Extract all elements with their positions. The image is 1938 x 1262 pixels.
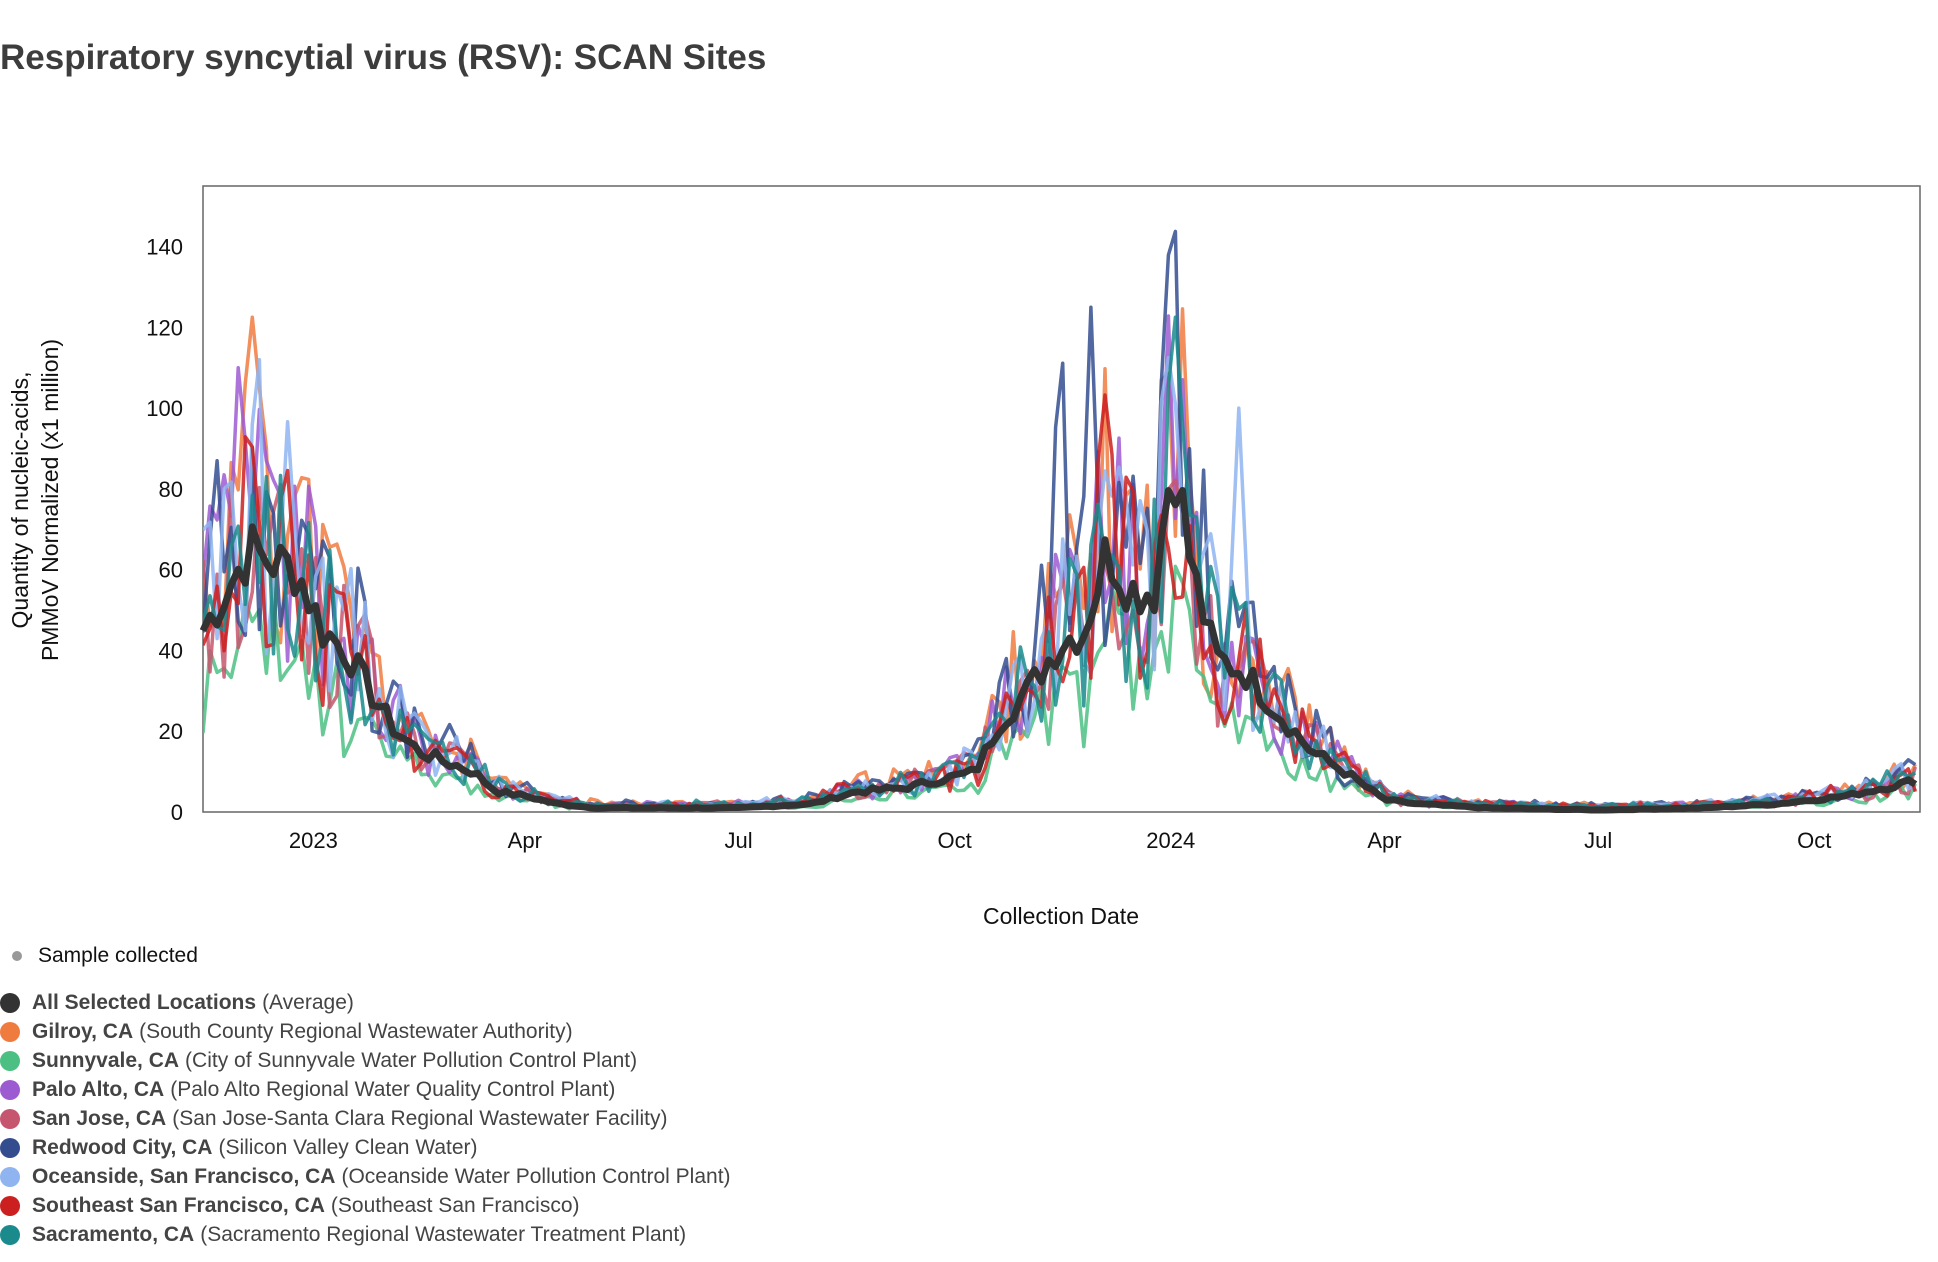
legend-item[interactable]: Oceanside, San Francisco, CA (Oceanside W… [0, 1162, 731, 1191]
y-tick-label: 100 [146, 396, 183, 421]
legend-swatch-icon [0, 1021, 20, 1042]
legend: All Selected Locations (Average) Gilroy, C… [0, 988, 731, 1249]
legend-location-name: Palo Alto, CA [32, 1077, 165, 1101]
y-tick-label: 60 [159, 558, 183, 583]
legend-location-name: Oceanside, San Francisco, CA [32, 1164, 336, 1188]
series-layer [203, 229, 1917, 812]
legend-swatch-icon [0, 1224, 20, 1245]
chart-title: Respiratory syncytial virus (RSV): SCAN … [0, 38, 767, 77]
series-line [203, 229, 1917, 812]
legend-swatch-icon [0, 1137, 20, 1158]
y-tick-label: 120 [146, 315, 183, 340]
average-line [199, 487, 1918, 814]
legend-item[interactable]: All Selected Locations (Average) [0, 988, 731, 1017]
legend-location-detail: (South County Regional Wastewater Author… [139, 1019, 573, 1043]
rsv-line-chart: 0 20 40 60 80 100 120 140 2023 Apr Jul Oct 2024 Apr J… [7, 185, 1921, 929]
legend-item[interactable]: Redwood City, CA (Silicon Valley Clean Wa… [0, 1133, 731, 1162]
legend-location-detail: (Average) [262, 990, 354, 1014]
legend-location-detail: (Sacramento Regional Wastewater Treatmen… [200, 1222, 687, 1246]
legend-location-detail: (Southeast San Francisco) [330, 1193, 580, 1217]
average-layer [199, 487, 1918, 814]
legend-swatch-icon [0, 992, 20, 1013]
legend-location-detail: (San Jose-Santa Clara Regional Wastewate… [172, 1106, 668, 1130]
y-axis-label: Quantity of nucleic-acids, PMMoV Normali… [7, 339, 63, 661]
legend-location-detail: (Silicon Valley Clean Water) [218, 1135, 478, 1159]
y-axis-label-line-2: PMMoV Normalized (x1 million) [37, 339, 63, 661]
y-tick-label: 0 [171, 800, 183, 825]
x-tick-label: 2023 [289, 828, 338, 853]
x-tick-label: Jul [1584, 828, 1612, 853]
y-tick-label: 20 [159, 719, 183, 744]
legend-item[interactable]: Gilroy, CA (South County Regional Wastewa… [0, 1017, 731, 1046]
x-tick-label: Oct [938, 828, 972, 853]
x-tick-label: Oct [1797, 828, 1831, 853]
plot-frame [202, 185, 1921, 813]
legend-location-name: Gilroy, CA [32, 1019, 134, 1043]
y-tick-label: 40 [159, 638, 183, 663]
y-axis: 0 20 40 60 80 100 120 140 [146, 235, 183, 825]
x-tick-label: Jul [724, 828, 752, 853]
series-line [203, 315, 1917, 811]
x-tick-label: Apr [1367, 828, 1401, 853]
legend-sample: Sample collected [0, 944, 198, 968]
x-tick-label: Apr [508, 828, 542, 853]
legend-swatch-icon [0, 1166, 20, 1187]
legend-item[interactable]: Palo Alto, CA (Palo Alto Regional Water Q… [0, 1075, 731, 1104]
legend-swatch-icon [0, 1079, 20, 1100]
legend-location-detail: (Oceanside Water Pollution Control Plant… [341, 1164, 731, 1188]
legend-swatch-icon [0, 1050, 20, 1071]
legend-swatch-icon [0, 1195, 20, 1216]
series-line [203, 355, 1916, 811]
x-tick-label: 2024 [1146, 828, 1195, 853]
legend-item[interactable]: Southeast San Francisco, CA (Southeast Sa… [0, 1191, 731, 1220]
legend-location-name: San Jose, CA [32, 1106, 167, 1130]
sample-dot-icon [12, 951, 22, 961]
legend-item[interactable]: Sacramento, CA (Sacramento Regional Waste… [0, 1220, 731, 1249]
y-axis-label-line-1: Quantity of nucleic-acids, [7, 372, 33, 629]
legend-item[interactable]: Sunnyvale, CA (City of Sunnyvale Water Po… [0, 1046, 731, 1075]
y-tick-label: 140 [146, 235, 183, 260]
legend-swatch-icon [0, 1108, 20, 1129]
legend-location-name: Sunnyvale, CA [32, 1048, 180, 1072]
legend-location-name: Sacramento, CA [32, 1222, 195, 1246]
x-axis-label: Collection Date [983, 903, 1139, 929]
sample-label: Sample collected [38, 944, 198, 967]
legend-location-name: All Selected Locations [32, 990, 257, 1014]
x-axis: 2023 Apr Jul Oct 2024 Apr Jul Oct [289, 828, 1832, 853]
legend-location-detail: (City of Sunnyvale Water Pollution Contr… [185, 1048, 638, 1072]
legend-item[interactable]: San Jose, CA (San Jose-Santa Clara Region… [0, 1104, 731, 1133]
legend-location-name: Redwood City, CA [32, 1135, 213, 1159]
y-tick-label: 80 [159, 477, 183, 502]
legend-location-detail: (Palo Alto Regional Water Quality Contro… [170, 1077, 616, 1101]
legend-location-name: Southeast San Francisco, CA [32, 1193, 325, 1217]
